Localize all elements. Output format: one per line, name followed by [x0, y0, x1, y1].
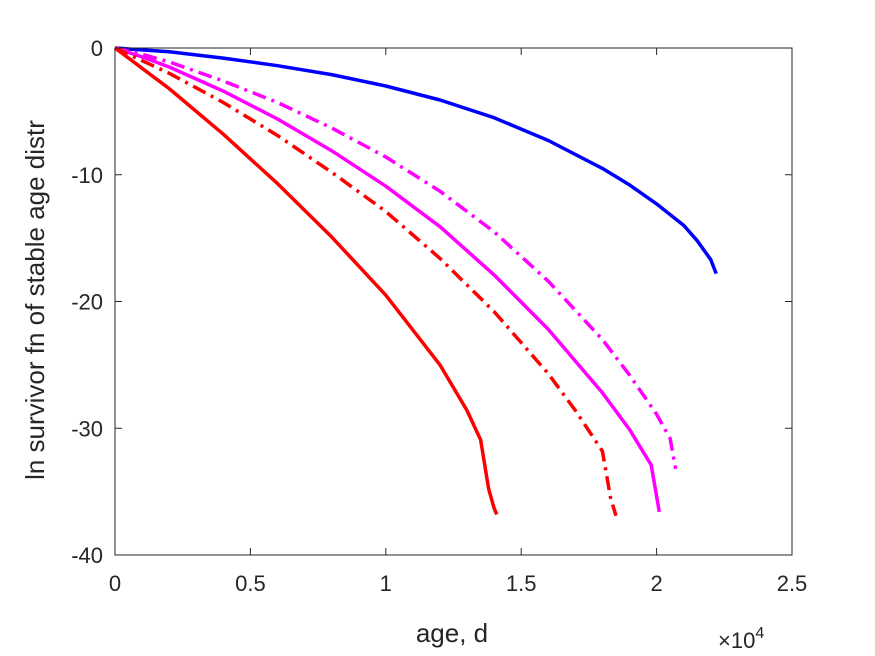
x-tick-label: 0 [109, 571, 121, 596]
x-tick-label: 2.5 [777, 571, 808, 596]
series-line-2 [114, 46, 678, 470]
series-layer [113, 46, 718, 517]
series-line-3 [114, 46, 662, 513]
y-tick-label: -40 [71, 543, 103, 568]
series-line-5 [113, 46, 499, 516]
x-tick-label: 1.5 [506, 571, 537, 596]
y-axis-label: ln survivor fn of stable age distr [20, 120, 50, 480]
x-axis-exponent: ×104 [718, 625, 764, 653]
y-tick-label: 0 [91, 36, 103, 61]
x-tick-label: 0.5 [235, 571, 266, 596]
x-axis-exponent-power: 4 [755, 625, 764, 642]
series-line-1 [114, 46, 718, 275]
axes-layer: 0 0.5 1 1.5 2 2.5 0 -10 -20 -30 -40 [71, 36, 807, 596]
x-tick-label: 1 [380, 571, 392, 596]
series-line-4 [114, 46, 618, 517]
y-tick-label: -10 [71, 163, 103, 188]
x-axis-label: age, d [416, 618, 488, 648]
x-tick-label: 2 [650, 571, 662, 596]
y-tick-label: -20 [71, 290, 103, 315]
y-tick-label: -30 [71, 416, 103, 441]
x-axis-exponent-base: ×10 [718, 628, 755, 653]
